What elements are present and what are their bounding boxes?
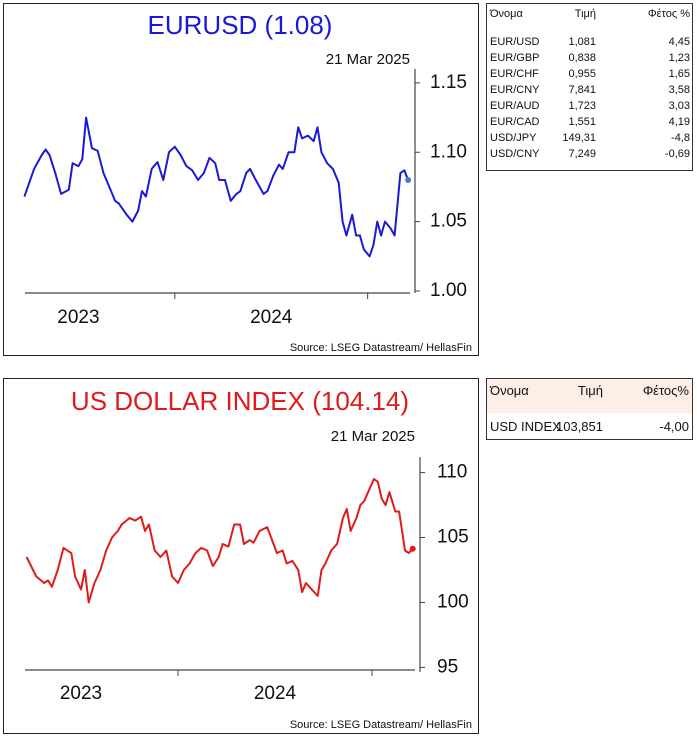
table-cell: 1,081 xyxy=(568,36,596,48)
table-cell: 3,03 xyxy=(668,100,690,112)
y-tick-label: 1.05 xyxy=(430,211,467,232)
table-cell: 3,58 xyxy=(668,84,690,96)
table-cell: -4,00 xyxy=(659,419,689,434)
table-cell: 4,45 xyxy=(668,36,690,48)
chart-title: EURUSD (1.08) xyxy=(148,10,333,40)
table-cell: USD/CNY xyxy=(490,148,540,160)
table-cell: 1,23 xyxy=(668,52,690,64)
series-line xyxy=(25,478,414,604)
last-point xyxy=(405,177,412,183)
table-cell: EUR/CAD xyxy=(490,116,540,128)
y-tick-label: 95 xyxy=(437,656,458,677)
y-tick-label: 1.00 xyxy=(430,280,467,301)
table-cell: EUR/USD xyxy=(490,36,540,48)
table-cell: USD/JPY xyxy=(490,132,537,144)
quote-table: Όνομα Τιμή Φέτος % EUR/USD 1,081 4,45 EUR/GBP 0… xyxy=(486,3,693,171)
x-period-label: 2024 xyxy=(254,683,297,704)
table-cell: 7,841 xyxy=(568,84,596,96)
y-tick-label: 105 xyxy=(437,527,469,548)
series-line xyxy=(23,116,410,258)
x-period-label: 2023 xyxy=(60,683,102,704)
y-tick-label: 1.10 xyxy=(430,141,467,162)
panel-frame xyxy=(3,378,479,734)
table-cell: -0,69 xyxy=(664,148,690,160)
quote-table: Όνομα Τιμή Φέτος% USD INDEX 103,851 -4,00 xyxy=(486,378,693,440)
table-header-cell: Φέτος % xyxy=(647,8,690,20)
chart-date: 21 Mar 2025 xyxy=(331,428,415,445)
table-cell: USD INDEX xyxy=(490,419,561,434)
table-cell: EUR/CHF xyxy=(490,68,539,80)
table-cell: EUR/AUD xyxy=(490,100,540,112)
panel-frame xyxy=(3,3,479,356)
table-cell: 103,851 xyxy=(556,419,603,434)
table-cell: 149,31 xyxy=(562,132,596,144)
table-cell: 1,723 xyxy=(568,100,596,112)
table-header-cell: Τιμή xyxy=(577,383,603,398)
chart-source: Source: LSEG Datastream/ HellasFin xyxy=(290,719,472,731)
table-header-cell: Τιμή xyxy=(574,8,596,20)
table-header-cell: Όνομα xyxy=(490,8,523,20)
table-header-cell: Όνομα xyxy=(490,383,529,398)
last-point xyxy=(409,545,416,552)
y-tick-label: 110 xyxy=(437,462,467,483)
y-tick-label: 100 xyxy=(437,591,469,612)
table-cell: 1,65 xyxy=(668,68,690,80)
table-cell: EUR/GBP xyxy=(490,52,540,64)
chart-title: US DOLLAR INDEX (104.14) xyxy=(71,386,409,416)
chart-date: 21 Mar 2025 xyxy=(326,51,410,68)
table-cell: EUR/CNY xyxy=(490,84,540,96)
table-cell: 0,955 xyxy=(568,68,596,80)
table-header-bg xyxy=(487,4,692,30)
x-period-label: 2024 xyxy=(250,307,293,328)
table-header-cell: Φέτος% xyxy=(642,383,689,398)
table-cell: -4,8 xyxy=(671,132,690,144)
table-cell: 1,551 xyxy=(568,116,596,128)
table-cell: 0,838 xyxy=(568,52,596,64)
table-cell: 7,249 xyxy=(568,148,596,160)
table-header-bg xyxy=(487,379,692,413)
y-tick-label: 1.15 xyxy=(430,72,467,93)
chart-source: Source: LSEG Datastream/ HellasFin xyxy=(290,342,472,354)
x-period-label: 2023 xyxy=(57,307,99,328)
table-cell: 4,19 xyxy=(668,116,690,128)
